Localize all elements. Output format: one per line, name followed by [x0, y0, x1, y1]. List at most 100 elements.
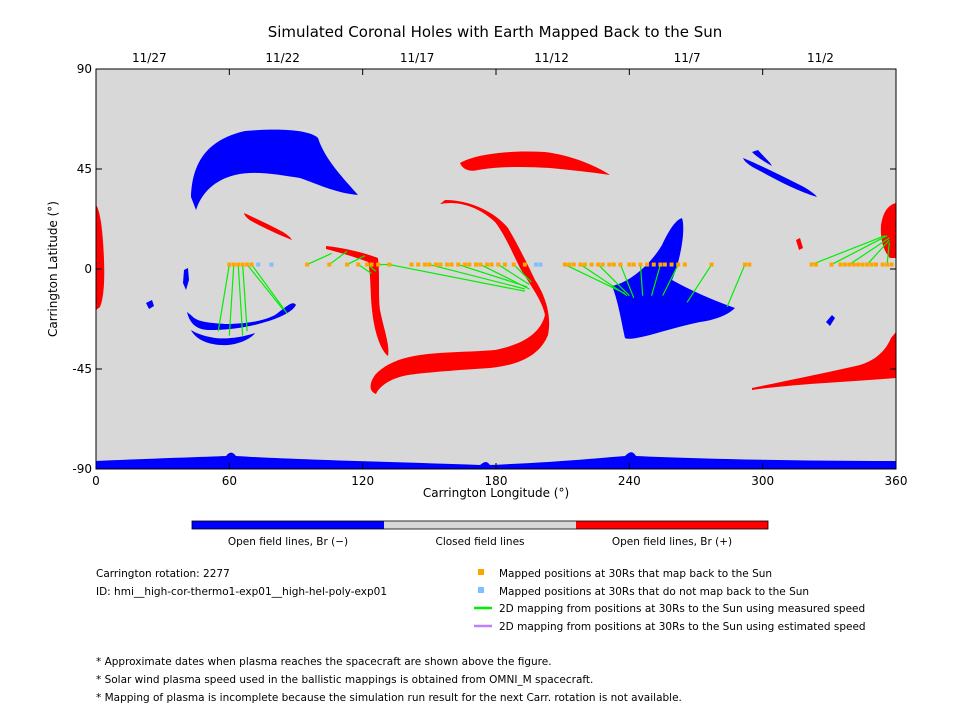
mapped-point	[376, 262, 381, 267]
mapped-point	[682, 262, 687, 267]
colorbar-label-negative: Open field lines, Br (−)	[228, 536, 348, 548]
date-tick-label: 11/27	[132, 51, 167, 65]
mapping-line	[480, 264, 530, 290]
mapped-point	[829, 262, 834, 267]
mapped-point	[327, 262, 332, 267]
mapping-line	[726, 264, 746, 308]
positive-coronal-hole	[880, 203, 896, 258]
colorbar-negative	[192, 521, 384, 529]
mapped-point	[496, 262, 501, 267]
negative-coronal-hole	[612, 218, 735, 339]
mapped-point	[869, 262, 874, 267]
x-axis-label: Carrington Longitude (°)	[423, 486, 569, 500]
mapped-point	[662, 262, 667, 267]
negative-coronal-hole	[826, 315, 835, 326]
mapped-point	[838, 262, 843, 267]
mapped-point	[860, 262, 865, 267]
positive-coronal-hole	[244, 213, 292, 240]
mapped-point	[456, 262, 461, 267]
mapped-point	[847, 262, 852, 267]
x-tick-label: 0	[92, 474, 100, 488]
mapping-line	[811, 235, 886, 266]
mapped-point	[462, 262, 467, 267]
positive-coronal-hole	[796, 238, 803, 250]
mapped-point	[658, 262, 663, 267]
mapped-point	[345, 262, 350, 267]
mapping-line	[662, 264, 679, 296]
colorbar-frame	[191, 520, 769, 530]
mapped-point	[369, 262, 374, 267]
mapped-point	[814, 262, 818, 267]
mapped-point	[522, 262, 527, 267]
mapping-line	[619, 264, 635, 299]
mapping-line	[217, 264, 230, 332]
mapping-line	[849, 237, 890, 266]
x-tick-label: 360	[885, 474, 908, 488]
mapped-point	[305, 262, 310, 267]
legend-mapped: Mapped positions at 30Rs that map back t…	[499, 568, 772, 580]
date-tick-label: 11/12	[534, 51, 569, 65]
negative-coronal-hole	[146, 300, 154, 309]
mapping-line	[513, 264, 532, 283]
run-id: ID: hmi__high-cor-thermo1-exp01__high-he…	[96, 586, 387, 598]
mapping-line	[686, 264, 713, 303]
mapped-point	[227, 262, 232, 267]
mapped-point	[249, 262, 254, 267]
mapped-point	[611, 262, 616, 267]
mapping-line	[237, 264, 244, 336]
unmapped-points	[256, 262, 543, 267]
mapping-line	[389, 263, 526, 292]
y-tick-label: 0	[84, 262, 92, 276]
mapping-line	[458, 263, 528, 288]
note-incomplete: * Mapping of plasma is incomplete becaus…	[96, 692, 682, 704]
negative-coronal-hole	[183, 268, 189, 290]
mapped-point	[416, 262, 421, 267]
mapped-point	[669, 262, 674, 267]
y-tick-label: -45	[72, 362, 92, 376]
mapped-point	[842, 262, 847, 267]
mapped-point	[627, 262, 632, 267]
mapped-point	[676, 262, 681, 267]
y-tick-label: 90	[77, 62, 92, 76]
mapping-line	[564, 264, 626, 294]
mapping-line	[429, 263, 526, 290]
mapped-point	[502, 262, 507, 267]
carrington-rotation: Carrington rotation: 2277	[96, 568, 230, 580]
chart-title: Simulated Coronal Holes with Earth Mappe…	[268, 23, 723, 41]
note-dates: * Approximate dates when plasma reaches …	[96, 656, 552, 668]
plot-area	[96, 69, 896, 469]
colorbar-positive	[576, 521, 768, 529]
date-tick-label: 11/22	[265, 51, 300, 65]
positive-coronal-hole	[370, 200, 550, 394]
mapping-line	[580, 264, 628, 297]
mapping-line	[246, 264, 284, 310]
mapped-point	[356, 262, 361, 267]
mapped-point	[485, 262, 490, 267]
note-speed: * Solar wind plasma speed used in the ba…	[96, 674, 593, 686]
mapping-line	[242, 264, 248, 332]
unmapped-point	[256, 262, 261, 267]
y-axis: 90 45 0 -45 -90	[72, 62, 896, 476]
mapped-point	[589, 262, 594, 267]
mapped-point	[600, 262, 605, 267]
mapped-points	[227, 262, 894, 267]
mapping-line	[650, 264, 662, 296]
mapped-point	[240, 262, 245, 267]
mapped-point	[618, 262, 623, 267]
mapped-point	[474, 262, 478, 267]
mapped-point	[638, 262, 643, 267]
mapped-point	[489, 262, 494, 267]
mapped-point	[645, 262, 650, 267]
y-tick-label: -90	[72, 462, 92, 476]
unmapped-point	[534, 262, 538, 267]
x-tick-label: 120	[351, 474, 374, 488]
positive-coronal-hole	[460, 151, 610, 175]
legend-unmapped: Mapped positions at 30Rs that do not map…	[499, 586, 809, 598]
legend-unmapped-marker	[478, 587, 484, 593]
mapping-line	[831, 235, 888, 266]
legend-mapped-marker	[478, 569, 484, 575]
colorbar-label-closed: Closed field lines	[435, 536, 524, 548]
mapping-line	[497, 264, 530, 286]
legend: Mapped positions at 30Rs that map back t…	[474, 568, 866, 633]
legend-measured: 2D mapping from positions at 30Rs to the…	[499, 603, 865, 615]
